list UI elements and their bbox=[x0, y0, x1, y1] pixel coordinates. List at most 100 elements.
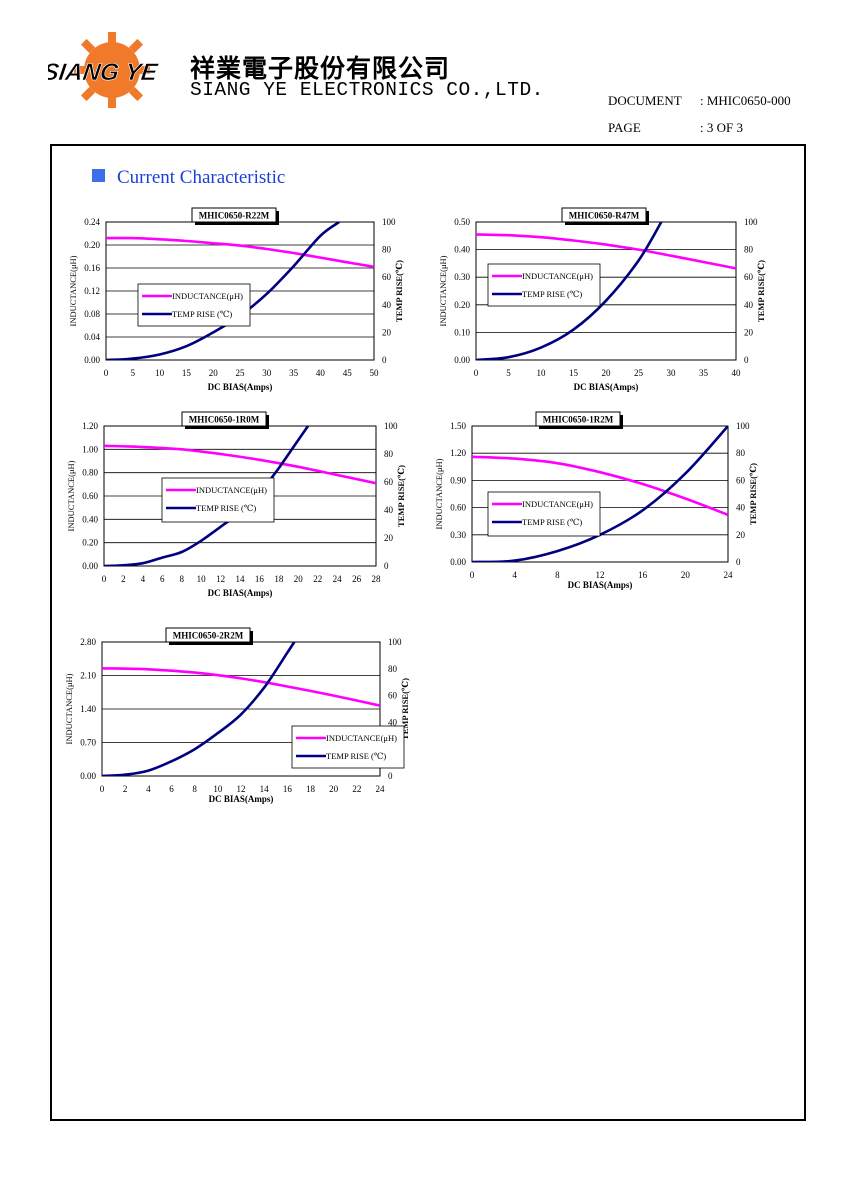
x-tick-label: 2 bbox=[121, 574, 126, 584]
x-tick-label: 4 bbox=[141, 574, 146, 584]
x-tick-label: 10 bbox=[155, 368, 165, 378]
x-tick-label: 20 bbox=[329, 784, 339, 794]
section-marker-icon bbox=[92, 169, 105, 182]
y2-axis-label: TEMP RISE(℃) bbox=[394, 260, 404, 322]
inductance-series-line bbox=[476, 233, 736, 270]
x-tick-label: 20 bbox=[681, 570, 691, 580]
legend-label: INDUCTANCE(μH) bbox=[196, 485, 267, 495]
inductance-series-line bbox=[104, 444, 376, 485]
x-tick-label: 24 bbox=[724, 570, 734, 580]
y2-tick-label: 100 bbox=[388, 637, 402, 647]
temp-rise-series-line bbox=[102, 642, 296, 776]
x-tick-label: 35 bbox=[289, 368, 299, 378]
content-frame bbox=[50, 144, 806, 1121]
x-tick-label: 25 bbox=[236, 368, 246, 378]
company-logo: SIANG YE bbox=[48, 32, 160, 108]
inductance-series-line bbox=[102, 667, 380, 707]
x-tick-label: 45 bbox=[343, 368, 353, 378]
x-tick-label: 0 bbox=[470, 570, 475, 580]
x-tick-label: 22 bbox=[352, 784, 361, 794]
y-tick-label: 0.16 bbox=[84, 263, 100, 273]
y2-tick-label: 80 bbox=[388, 664, 398, 674]
x-tick-label: 22 bbox=[313, 574, 322, 584]
x-tick-label: 28 bbox=[372, 574, 382, 584]
chart-mhic0650-1r2m: 0.00 0.30 0.60 0.90 1.20 1.50 0 20 40 60 80 100 0 4 8 1… bbox=[434, 411, 758, 590]
x-tick-label: 30 bbox=[262, 368, 272, 378]
x-tick-label: 20 bbox=[602, 368, 612, 378]
y-tick-label: 0.50 bbox=[454, 217, 470, 227]
y-tick-label: 1.50 bbox=[450, 421, 466, 431]
legend-label: TEMP RISE (℃) bbox=[326, 751, 386, 761]
y-tick-label: 0.70 bbox=[80, 738, 96, 748]
x-tick-label: 15 bbox=[182, 368, 192, 378]
x-tick-label: 35 bbox=[699, 368, 709, 378]
legend-box bbox=[487, 491, 601, 537]
legend-box bbox=[161, 477, 275, 523]
chart-title: MHIC0650-1R2M bbox=[543, 415, 614, 425]
x-tick-label: 14 bbox=[260, 784, 270, 794]
y-tick-label: 1.00 bbox=[82, 444, 98, 454]
chart-title: MHIC0650-2R2M bbox=[173, 631, 244, 641]
y-axis-label: INDUCTANCE(μH) bbox=[438, 255, 448, 326]
y2-tick-label: 0 bbox=[388, 771, 393, 781]
temp-rise-series-line bbox=[476, 222, 663, 360]
legend-label: TEMP RISE (℃) bbox=[522, 517, 582, 527]
y2-tick-label: 0 bbox=[744, 355, 749, 365]
y2-tick-label: 80 bbox=[744, 245, 754, 255]
y-tick-label: 0.40 bbox=[454, 245, 470, 255]
inductance-series-line bbox=[106, 236, 374, 269]
x-tick-label: 25 bbox=[634, 368, 644, 378]
y-tick-label: 0.24 bbox=[84, 217, 100, 227]
x-tick-label: 12 bbox=[216, 574, 225, 584]
y-tick-label: 1.20 bbox=[450, 448, 466, 458]
x-axis-label: DC BIAS(Amps) bbox=[208, 382, 273, 392]
legend-label: INDUCTANCE(μH) bbox=[172, 291, 243, 301]
y-axis-label: INDUCTANCE(μH) bbox=[434, 458, 444, 529]
company-name-chinese: 祥業電子股份有限公司 bbox=[190, 54, 451, 83]
chart-title-box bbox=[535, 411, 621, 427]
y2-tick-label: 20 bbox=[382, 327, 392, 337]
y2-tick-label: 40 bbox=[736, 503, 746, 513]
y2-tick-label: 60 bbox=[382, 272, 392, 282]
x-tick-label: 50 bbox=[370, 368, 380, 378]
x-tick-label: 0 bbox=[100, 784, 105, 794]
y-tick-label: 1.40 bbox=[80, 704, 96, 714]
y-tick-label: 0.08 bbox=[84, 309, 100, 319]
y-tick-label: 0.60 bbox=[450, 503, 466, 513]
chart-title: MHIC0650-R47M bbox=[569, 211, 640, 221]
y-tick-label: 0.30 bbox=[454, 272, 470, 282]
x-axis-label: DC BIAS(Amps) bbox=[568, 580, 633, 590]
x-tick-label: 4 bbox=[146, 784, 151, 794]
y2-axis-label: TEMP RISE(℃) bbox=[748, 463, 758, 525]
x-tick-label: 6 bbox=[169, 784, 174, 794]
y2-tick-label: 40 bbox=[382, 300, 392, 310]
y2-tick-label: 60 bbox=[736, 475, 746, 485]
y2-tick-label: 80 bbox=[736, 448, 746, 458]
y2-tick-label: 0 bbox=[382, 355, 387, 365]
x-tick-label: 8 bbox=[192, 784, 197, 794]
x-axis-label: DC BIAS(Amps) bbox=[209, 794, 274, 804]
x-tick-label: 8 bbox=[179, 574, 184, 584]
x-tick-label: 0 bbox=[104, 368, 109, 378]
x-tick-label: 20 bbox=[294, 574, 304, 584]
chart-mhic0650-2r2m: 0.000.701.402.102.8002040608010002468101… bbox=[64, 627, 410, 804]
y2-tick-label: 20 bbox=[744, 327, 754, 337]
y-tick-label: 0.20 bbox=[84, 240, 100, 250]
logo-text: SIANG YE bbox=[48, 59, 160, 86]
legend-label: TEMP RISE (℃) bbox=[172, 309, 232, 319]
y-tick-label: 0.00 bbox=[84, 355, 100, 365]
y-axis-label: INDUCTANCE(μH) bbox=[66, 460, 76, 531]
y2-tick-label: 100 bbox=[744, 217, 758, 227]
x-tick-label: 15 bbox=[569, 368, 579, 378]
x-tick-label: 40 bbox=[732, 368, 742, 378]
y2-tick-label: 80 bbox=[384, 449, 394, 459]
x-tick-label: 16 bbox=[638, 570, 648, 580]
x-tick-label: 12 bbox=[237, 784, 246, 794]
x-tick-label: 6 bbox=[160, 574, 165, 584]
y2-tick-label: 60 bbox=[388, 691, 398, 701]
chart-title-box bbox=[181, 411, 267, 427]
x-tick-label: 18 bbox=[306, 784, 316, 794]
chart-mhic0650-r47m: 0.00 0.10 0.20 0.30 0.40 0.50 0 20 40 60 80 100 0 5 10… bbox=[438, 207, 766, 392]
x-tick-label: 10 bbox=[197, 574, 207, 584]
logo-gear-icon bbox=[74, 32, 150, 108]
